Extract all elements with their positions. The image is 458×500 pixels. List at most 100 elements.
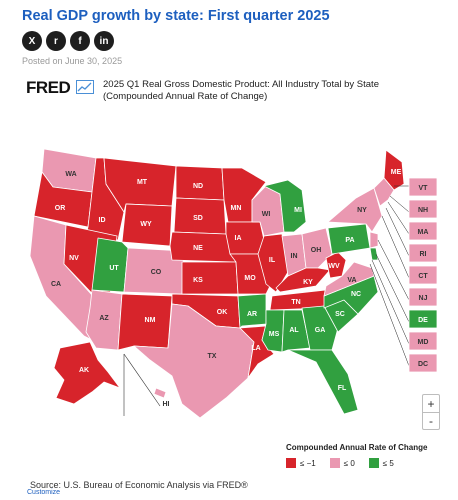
label-MN: MN (231, 205, 242, 212)
label-IL: IL (269, 257, 276, 264)
label-MS: MS (269, 331, 280, 338)
state-ME[interactable] (383, 149, 405, 191)
state-box-MD[interactable] (408, 331, 438, 351)
posted-date: Posted on June 30, 2025 (22, 56, 123, 66)
label-OH: OH (311, 247, 322, 254)
zoom-control: + - (422, 394, 440, 430)
us-state-map[interactable]: WA OR CA ID NV MT WY UT CO AZ NM ND SD N… (26, 136, 446, 486)
zoom-out-button[interactable]: - (423, 412, 439, 429)
label-OR: OR (55, 205, 66, 212)
label-CT: CT (418, 273, 428, 280)
state-box-MA[interactable] (408, 221, 438, 241)
state-NE-small[interactable] (373, 177, 395, 207)
label-UT: UT (109, 265, 119, 272)
linkedin-icon[interactable]: in (94, 31, 114, 51)
customize-link[interactable]: Customize (27, 489, 61, 496)
label-WA: WA (65, 171, 76, 178)
legend-item-green: ≤ 5 (368, 458, 394, 468)
label-AR: AR (247, 311, 257, 318)
legend-label: ≤ −1 (300, 458, 316, 468)
label-IA: IA (235, 235, 242, 242)
label-ME: ME (391, 169, 402, 176)
legend-swatch-green (368, 458, 379, 468)
label-VT: VT (419, 185, 429, 192)
state-box-DE[interactable] (408, 309, 438, 329)
label-DE: DE (418, 317, 428, 324)
legend-swatch-pink (329, 458, 340, 468)
legend-label: ≤ 5 (382, 458, 394, 468)
state-MI[interactable] (263, 179, 307, 233)
state-box-VT[interactable] (408, 177, 438, 197)
label-ID: ID (99, 217, 106, 224)
label-NM: NM (145, 317, 156, 324)
label-MD: MD (418, 339, 429, 346)
label-AK: AK (79, 367, 89, 374)
label-RI: RI (420, 251, 427, 258)
label-KS: KS (193, 277, 203, 284)
x-icon[interactable]: X (22, 31, 42, 51)
state-box-RI[interactable] (408, 243, 438, 263)
state-OH[interactable] (301, 227, 333, 269)
label-MA: MA (418, 229, 429, 236)
state-HI[interactable] (153, 387, 167, 399)
label-CA: CA (51, 281, 61, 288)
state-box-CT[interactable] (408, 265, 438, 285)
label-AZ: AZ (99, 315, 109, 322)
label-MT: MT (137, 179, 148, 186)
label-NH: NH (418, 207, 428, 214)
facebook-icon[interactable]: f (70, 31, 90, 51)
label-DC: DC (418, 361, 428, 368)
legend-swatch-red (286, 458, 296, 468)
legend-title: Compounded Annual Rate of Change (286, 443, 428, 452)
label-AL: AL (289, 327, 299, 334)
label-WI: WI (262, 211, 271, 218)
state-KY[interactable] (275, 267, 331, 293)
state-IA[interactable] (225, 221, 265, 255)
state-AL[interactable] (281, 309, 311, 353)
legend-item-pink: ≤ 0 (329, 458, 355, 468)
state-NE[interactable] (169, 231, 237, 263)
label-KY: KY (303, 279, 313, 286)
label-NV: NV (69, 255, 79, 262)
label-FL: FL (338, 385, 347, 392)
state-GA[interactable] (301, 305, 339, 351)
state-KS[interactable] (181, 261, 239, 295)
state-AK[interactable] (53, 341, 121, 405)
state-IL[interactable] (257, 233, 289, 293)
label-SC: SC (335, 311, 345, 318)
map-legend: Compounded Annual Rate of Change ≤ −1 ≤ … (286, 443, 446, 468)
legend-item-red: ≤ −1 (286, 458, 316, 468)
label-PA: PA (345, 237, 354, 244)
fred-map-widget: FRED 2025 Q1 Real Gross Domestic Product… (26, 76, 446, 496)
state-AR[interactable] (237, 293, 267, 329)
fred-logo[interactable]: FRED (26, 78, 71, 97)
label-SD: SD (193, 215, 203, 222)
label-OK: OK (217, 309, 228, 316)
leader-lines (369, 185, 410, 367)
label-GA: GA (315, 327, 326, 334)
label-NE: NE (193, 245, 203, 252)
legend-label: ≤ 0 (343, 458, 355, 468)
state-TX[interactable] (133, 303, 255, 419)
state-FL[interactable] (287, 349, 359, 415)
zoom-in-button[interactable]: + (427, 396, 435, 411)
label-NJ: NJ (419, 295, 428, 302)
label-IN: IN (291, 253, 298, 260)
article-title: Real GDP growth by state: First quarter … (22, 8, 330, 24)
inset-separators (123, 353, 161, 416)
state-NJ[interactable] (369, 231, 379, 249)
label-MO: MO (244, 275, 256, 282)
reddit-icon[interactable]: r (46, 31, 66, 51)
state-DE[interactable] (369, 247, 379, 261)
source-note: Source: U.S. Bureau of Economic Analysis… (30, 480, 248, 490)
label-HI: HI (163, 401, 170, 408)
label-TN: TN (291, 299, 300, 306)
state-box-NH[interactable] (408, 199, 438, 219)
label-WV: WV (328, 263, 340, 270)
label-VA: VA (347, 277, 356, 284)
label-LA: LA (251, 345, 260, 352)
label-WY: WY (140, 221, 152, 228)
small-state-boxes: VT NH MA RI CT NJ DE MD DC (408, 177, 438, 373)
state-box-DC[interactable] (408, 353, 438, 373)
state-box-NJ[interactable] (408, 287, 438, 307)
